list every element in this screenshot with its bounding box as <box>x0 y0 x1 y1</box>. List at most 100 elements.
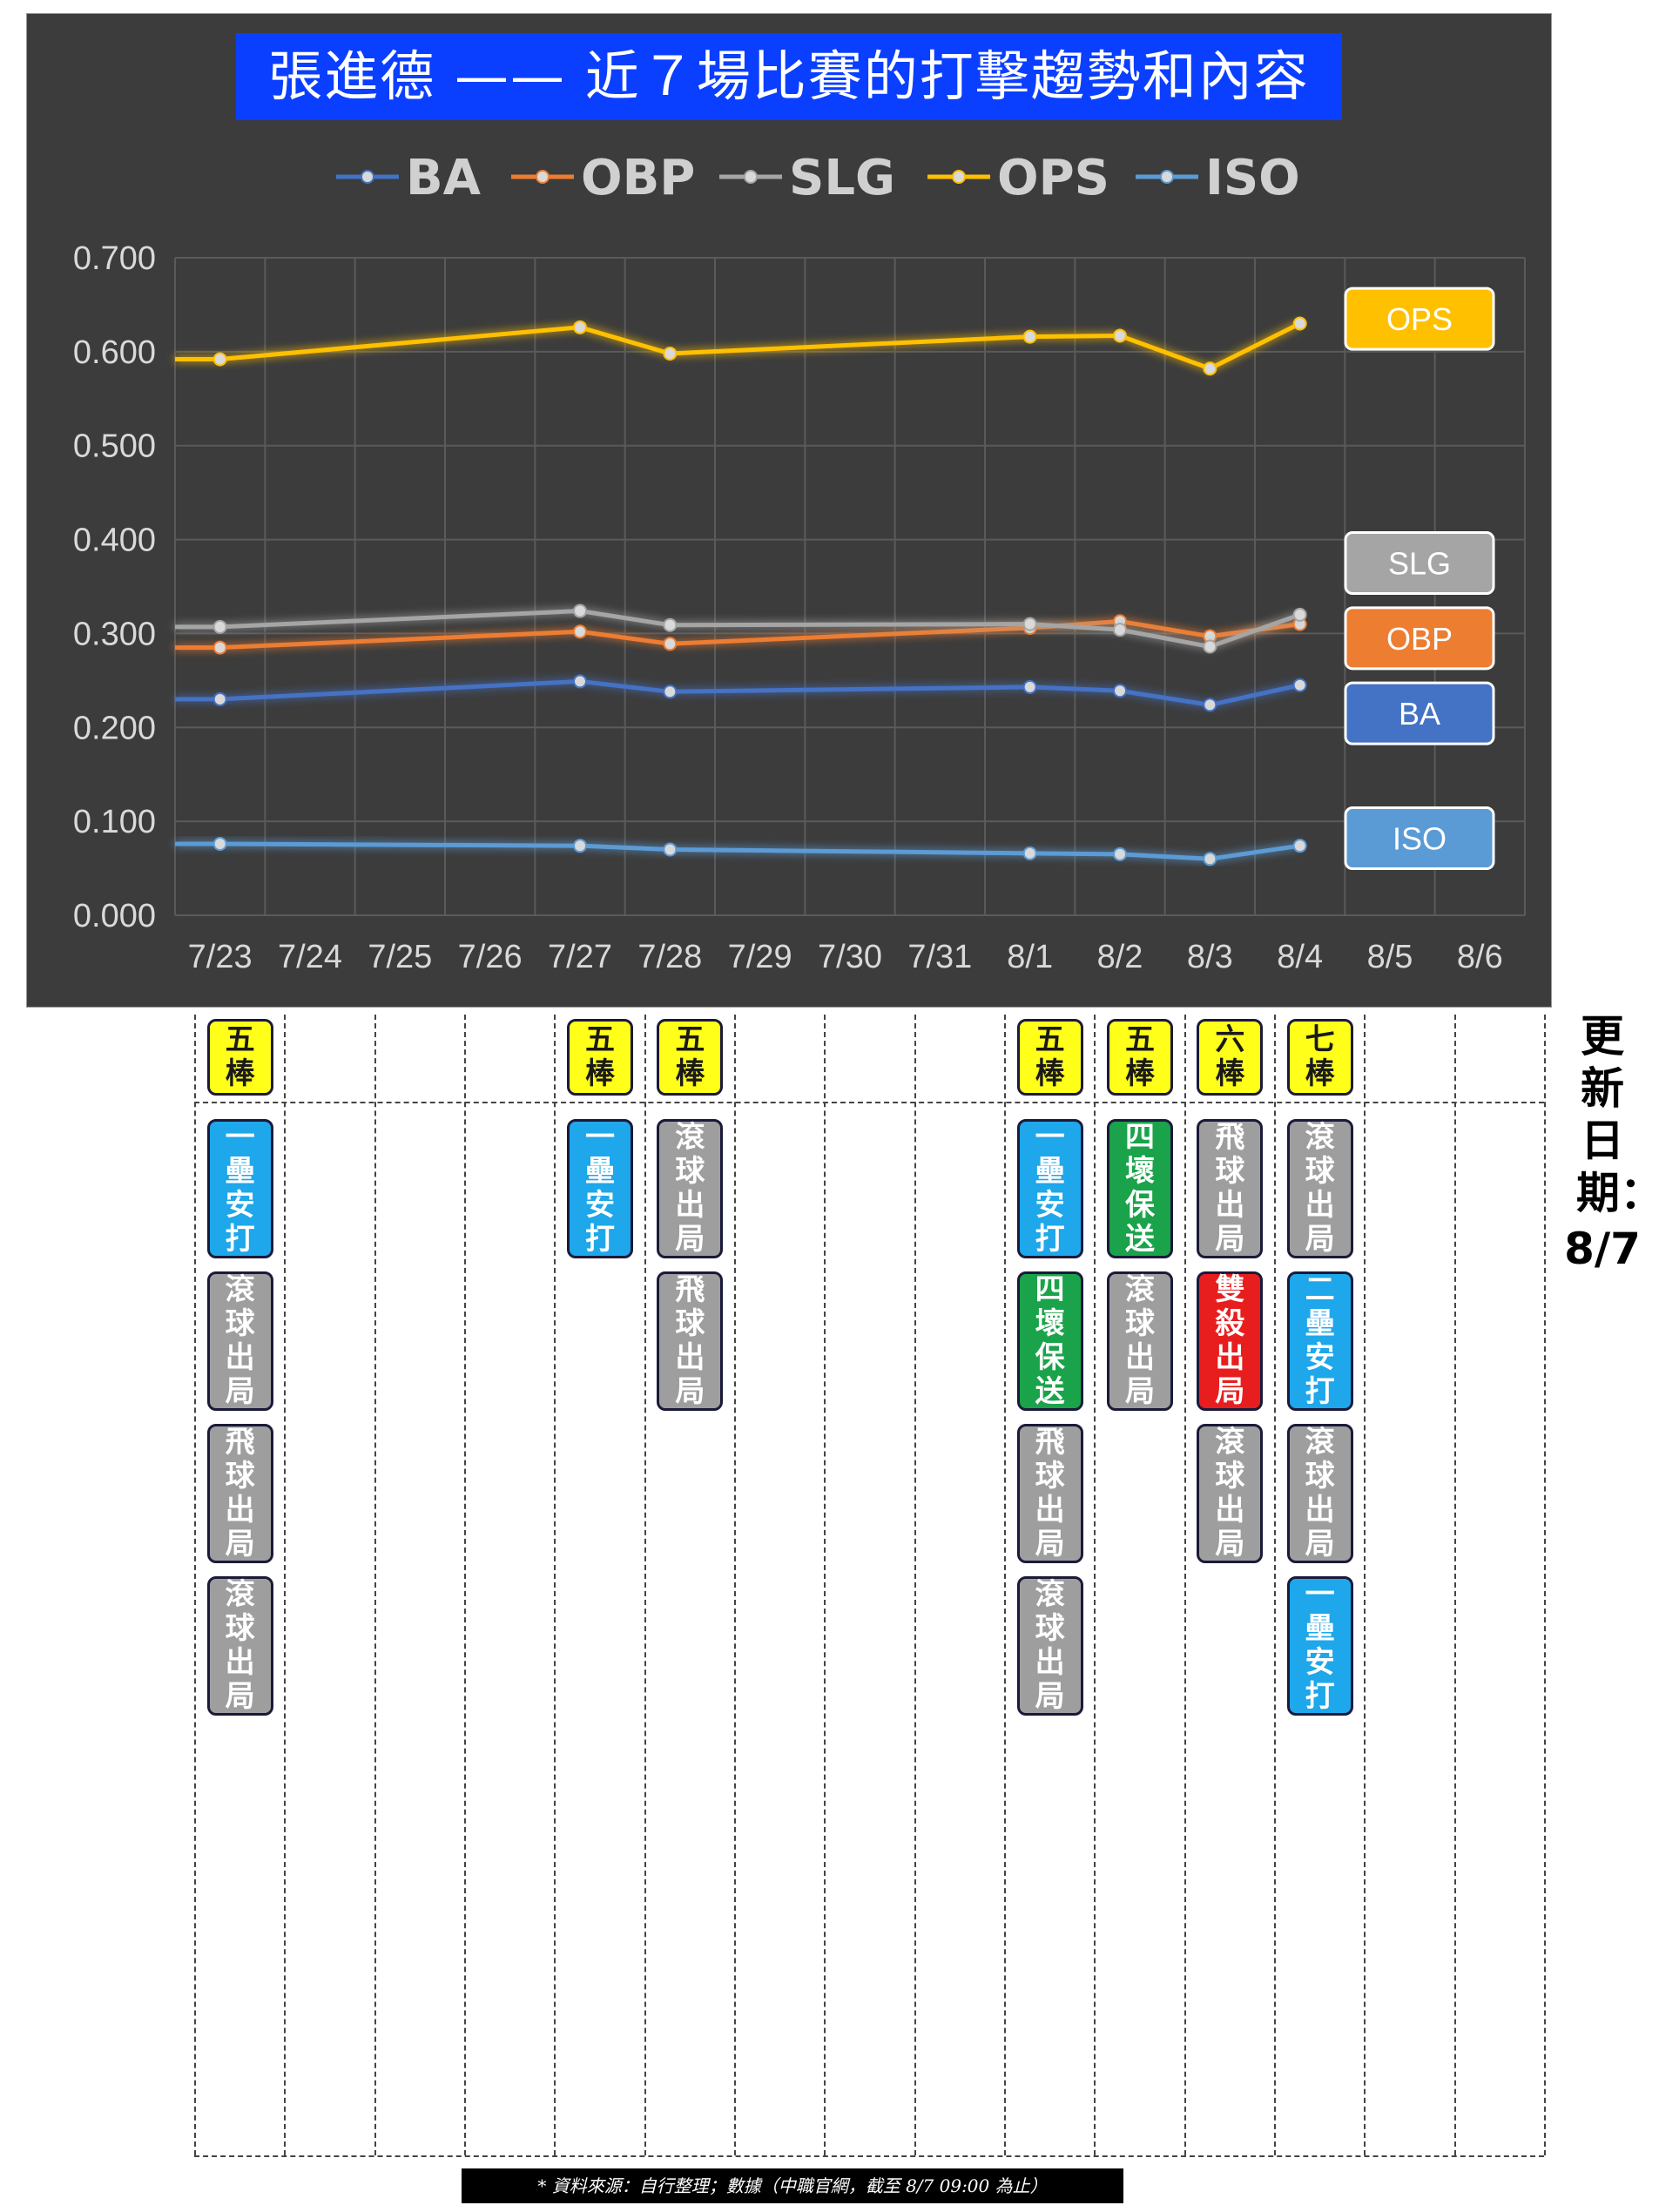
plate-appearance-result: 滾球出局 <box>1035 1576 1065 1715</box>
y-tick-label: 0.700 <box>73 240 156 277</box>
data-point-iso <box>1022 846 1037 860</box>
table-column-line <box>1184 1015 1186 2155</box>
data-point-ba <box>663 685 678 699</box>
plate-appearance-result: 飛球出局 <box>675 1271 705 1410</box>
data-point-ops <box>1022 329 1037 344</box>
plate-appearance-result: 二壘安打 <box>1305 1271 1335 1410</box>
batting-order-text: 五棒 <box>585 1022 615 1091</box>
x-tick-label: 7/27 <box>548 939 612 975</box>
data-point-ba <box>212 691 227 706</box>
plate-appearance-chip: 飛球出局 <box>1016 1424 1083 1563</box>
series-line-slg <box>175 609 1301 650</box>
data-point-iso <box>663 842 678 857</box>
legend-marker-iso <box>1160 170 1174 184</box>
table-column-line <box>1274 1015 1276 2155</box>
update-info: 更新日期： 8/7 <box>1559 1010 1659 1275</box>
plate-appearance-result: 滾球出局 <box>225 1271 255 1410</box>
data-point-obp <box>212 640 227 655</box>
plate-appearance-chip: 滾球出局 <box>1286 1119 1353 1258</box>
chart-panel: 張進德 —— 近７場比賽的打擊趨勢和內容 0.000 0.100 0.200 0.30… <box>26 13 1552 1008</box>
plate-appearance-result: 四壞保送 <box>1125 1119 1155 1258</box>
table-column-line <box>1094 1015 1096 2155</box>
data-point-iso <box>212 837 227 852</box>
end-label-text-iso: ISO <box>1393 821 1447 857</box>
legend-label-iso: ISO <box>1205 150 1300 206</box>
data-point-iso <box>1203 852 1217 867</box>
end-label-slg <box>1344 531 1495 596</box>
table-column-line <box>824 1015 826 2155</box>
table-column-line <box>1004 1015 1006 2155</box>
data-point-ba <box>1203 698 1217 712</box>
x-tick-label: 8/2 <box>1097 939 1143 975</box>
plate-appearance-chip: 滾球出局 <box>206 1576 273 1716</box>
plate-appearance-chip: 飛球出局 <box>1197 1119 1264 1258</box>
end-label-text-ba: BA <box>1399 696 1440 732</box>
batting-order-text: 七棒 <box>1305 1022 1335 1091</box>
x-tick-label: 7/31 <box>907 939 972 975</box>
data-point-slg <box>1292 607 1307 622</box>
plate-appearance-result: 滾球出局 <box>675 1119 705 1258</box>
data-point-slg <box>1022 617 1037 631</box>
plate-appearance-result: 滾球出局 <box>225 1576 255 1715</box>
x-tick-label: 7/29 <box>728 939 792 975</box>
x-tick-label: 8/3 <box>1187 939 1233 975</box>
table-row-line <box>194 1102 1544 1103</box>
source-note: * 資料來源：自行整理；數據（中職官網，截至 8/7 09:00 為止） <box>462 2168 1123 2203</box>
x-tick-label: 7/26 <box>458 939 523 975</box>
plate-appearance-result: 一壘安打 <box>1305 1576 1335 1715</box>
plate-appearance-result: 飛球出局 <box>225 1424 255 1562</box>
x-tick-label: 7/28 <box>637 939 702 975</box>
plate-appearance-result: 一壘安打 <box>1035 1119 1065 1258</box>
x-tick-label: 8/1 <box>1007 939 1053 975</box>
plate-appearance-chip: 滾球出局 <box>1016 1576 1083 1716</box>
legend-marker-slg <box>744 170 758 184</box>
batting-order-chip: 五棒 <box>657 1019 724 1096</box>
y-tick-label: 0.300 <box>73 616 156 652</box>
line-chart: 0.000 0.100 0.200 0.300 0.400 0.500 0.600 0.700… <box>73 150 1526 975</box>
data-point-obp <box>573 624 587 639</box>
y-tick-label: 0.500 <box>73 428 156 465</box>
x-tick-label: 8/5 <box>1367 939 1413 975</box>
y-tick-label: 0.000 <box>73 898 156 934</box>
data-point-slg <box>1113 623 1127 637</box>
data-point-iso <box>1292 839 1307 853</box>
plate-appearance-chip: 四壞保送 <box>1107 1119 1173 1258</box>
series-line-ops <box>175 321 1301 371</box>
legend-label-obp: OBP <box>581 150 695 206</box>
batting-order-text: 五棒 <box>1035 1022 1065 1091</box>
data-point-slg <box>573 604 587 618</box>
y-tick-label: 0.600 <box>73 334 156 371</box>
data-point-ops <box>573 320 587 334</box>
series-line-obp <box>175 618 1301 651</box>
legend-label-slg: SLG <box>789 150 895 206</box>
batting-order-chip: 五棒 <box>1016 1019 1083 1096</box>
table-column-line <box>1544 1015 1546 2155</box>
batting-order-text: 五棒 <box>675 1022 705 1091</box>
plate-appearance-chip: 滾球出局 <box>657 1119 724 1258</box>
plate-appearance-chip: 飛球出局 <box>206 1424 273 1563</box>
plate-appearance-result: 雙殺出局 <box>1215 1271 1245 1410</box>
end-label-ba <box>1344 681 1495 745</box>
table-column-line <box>914 1015 916 2155</box>
data-point-ba <box>573 674 587 689</box>
x-tick-label: 7/30 <box>818 939 882 975</box>
table-column-line <box>734 1015 736 2155</box>
plate-appearance-result: 飛球出局 <box>1035 1424 1065 1562</box>
plate-appearance-chip: 一壘安打 <box>1016 1119 1083 1258</box>
data-point-slg <box>212 619 227 634</box>
y-tick-label: 0.200 <box>73 710 156 746</box>
x-tick-label: 7/23 <box>188 939 253 975</box>
table-column-line <box>284 1015 287 2155</box>
plate-appearance-chip: 一壘安打 <box>206 1119 273 1258</box>
plate-appearance-result: 滾球出局 <box>1125 1271 1155 1410</box>
data-point-iso <box>573 839 587 853</box>
plate-appearance-chip: 滾球出局 <box>1197 1424 1264 1563</box>
batting-order-chip: 五棒 <box>206 1019 273 1096</box>
end-label-obp <box>1344 606 1495 671</box>
plate-appearance-result: 滾球出局 <box>1305 1119 1335 1258</box>
batting-order-chip: 六棒 <box>1197 1019 1264 1096</box>
plate-appearance-result: 四壞保送 <box>1035 1271 1065 1410</box>
series-line-iso <box>175 841 1301 861</box>
data-point-ba <box>1292 678 1307 692</box>
table-column-line <box>1364 1015 1366 2155</box>
